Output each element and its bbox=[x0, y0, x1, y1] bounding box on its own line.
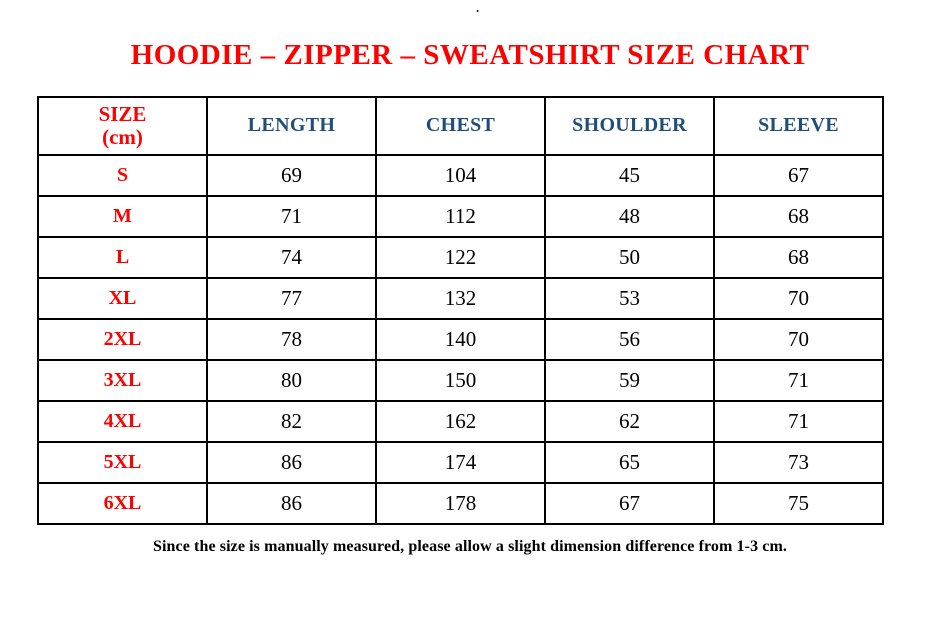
measurement-value-cell: 122 bbox=[375, 235, 546, 279]
measurement-value-cell: 53 bbox=[544, 276, 715, 320]
measurement-value-cell: 69 bbox=[206, 153, 377, 197]
measurement-value-cell: 174 bbox=[375, 440, 546, 484]
measurement-value-cell: 71 bbox=[713, 399, 884, 443]
measurement-value-cell: 75 bbox=[713, 481, 884, 525]
table-row: M 71 112 48 68 bbox=[37, 194, 884, 238]
table-row: L 74 122 50 68 bbox=[37, 235, 884, 279]
size-label-cell: L bbox=[37, 235, 208, 279]
size-label-cell: S bbox=[37, 153, 208, 197]
measurement-value-cell: 162 bbox=[375, 399, 546, 443]
measurement-value-cell: 68 bbox=[713, 194, 884, 238]
measurement-value-cell: 48 bbox=[544, 194, 715, 238]
size-header-line1: SIZE bbox=[98, 101, 147, 126]
size-table-header: SIZE (cm) LENGTH CHEST SHOULDER SLEEVE bbox=[37, 95, 884, 156]
col-header-size: SIZE (cm) bbox=[37, 95, 208, 156]
measurement-value-cell: 140 bbox=[375, 317, 546, 361]
measurement-value-cell: 112 bbox=[375, 194, 546, 238]
col-header-sleeve: SLEEVE bbox=[713, 95, 884, 156]
measurement-value-cell: 45 bbox=[544, 153, 715, 197]
size-header-line2: (cm) bbox=[102, 124, 143, 149]
measurement-value-cell: 150 bbox=[375, 358, 546, 402]
table-row: 4XL 82 162 62 71 bbox=[37, 399, 884, 443]
measurement-value-cell: 62 bbox=[544, 399, 715, 443]
measurement-value-cell: 71 bbox=[713, 358, 884, 402]
size-label-cell: 6XL bbox=[37, 481, 208, 525]
measurement-footnote: Since the size is manually measured, ple… bbox=[152, 537, 788, 555]
measurement-value-cell: 80 bbox=[206, 358, 377, 402]
measurement-value-cell: 86 bbox=[206, 440, 377, 484]
measurement-value-cell: 59 bbox=[544, 358, 715, 402]
measurement-value-cell: 56 bbox=[544, 317, 715, 361]
measurement-value-cell: 86 bbox=[206, 481, 377, 525]
header-row: SIZE (cm) LENGTH CHEST SHOULDER SLEEVE bbox=[37, 95, 884, 156]
size-label-cell: 4XL bbox=[37, 399, 208, 443]
table-row: S 69 104 45 67 bbox=[37, 153, 884, 197]
measurement-value-cell: 104 bbox=[375, 153, 546, 197]
measurement-value-cell: 50 bbox=[544, 235, 715, 279]
measurement-value-cell: 77 bbox=[206, 276, 377, 320]
col-header-shoulder: SHOULDER bbox=[544, 95, 715, 156]
measurement-value-cell: 78 bbox=[206, 317, 377, 361]
measurement-value-cell: 74 bbox=[206, 235, 377, 279]
table-row: 6XL 86 178 67 75 bbox=[37, 481, 884, 525]
size-label-cell: XL bbox=[37, 276, 208, 320]
col-header-chest: CHEST bbox=[375, 95, 546, 156]
size-label-cell: 2XL bbox=[37, 317, 208, 361]
measurement-value-cell: 73 bbox=[713, 440, 884, 484]
measurement-value-cell: 70 bbox=[713, 317, 884, 361]
measurement-value-cell: 67 bbox=[544, 481, 715, 525]
measurement-value-cell: 82 bbox=[206, 399, 377, 443]
table-row: 3XL 80 150 59 71 bbox=[37, 358, 884, 402]
table-row: 2XL 78 140 56 70 bbox=[37, 317, 884, 361]
measurement-value-cell: 132 bbox=[375, 276, 546, 320]
measurement-value-cell: 67 bbox=[713, 153, 884, 197]
size-table-body: S 69 104 45 67 M 71 112 48 68 L 74 122 50 68 XL 77 132 53 7… bbox=[37, 153, 884, 525]
table-row: 5XL 86 174 65 73 bbox=[37, 440, 884, 484]
measurement-value-cell: 178 bbox=[375, 481, 546, 525]
stray-dot: . bbox=[476, 0, 480, 15]
measurement-value-cell: 65 bbox=[544, 440, 715, 484]
size-chart-table: SIZE (cm) LENGTH CHEST SHOULDER SLEEVE S… bbox=[37, 95, 884, 525]
measurement-value-cell: 71 bbox=[206, 194, 377, 238]
col-header-length: LENGTH bbox=[206, 95, 377, 156]
size-label-cell: 5XL bbox=[37, 440, 208, 484]
table-row: XL 77 132 53 70 bbox=[37, 276, 884, 320]
measurement-value-cell: 68 bbox=[713, 235, 884, 279]
page-title: HOODIE – ZIPPER – SWEATSHIRT SIZE CHART bbox=[130, 39, 810, 71]
size-label-cell: 3XL bbox=[37, 358, 208, 402]
size-label-cell: M bbox=[37, 194, 208, 238]
measurement-value-cell: 70 bbox=[713, 276, 884, 320]
